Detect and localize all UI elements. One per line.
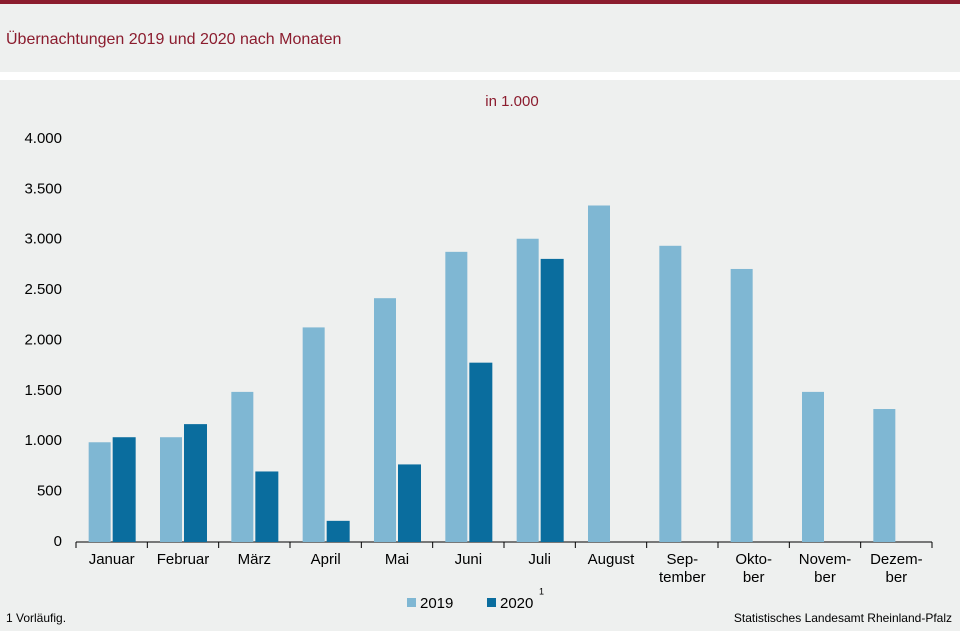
bar (588, 205, 610, 542)
bar (112, 437, 136, 542)
bar (802, 391, 824, 542)
bar (516, 238, 539, 542)
top-bar (0, 0, 960, 4)
legend-label: 2020 (500, 595, 533, 612)
source: Statistisches Landesamt Rheinland-Pfalz (734, 611, 952, 625)
x-tick-label: April (311, 551, 341, 568)
x-tick-label: Mai (385, 551, 409, 568)
bar (88, 442, 111, 542)
x-tick-label: März (238, 551, 271, 568)
bar (659, 245, 682, 543)
bar (873, 409, 896, 542)
bar (160, 437, 182, 542)
bar (540, 258, 564, 542)
legend-footnote-marker: 1 (539, 586, 544, 596)
x-tick-label: Januar (89, 551, 135, 568)
y-tick-label: 0 (54, 533, 62, 550)
bar (255, 471, 279, 542)
legend-swatch (487, 598, 496, 607)
y-tick-label: 4.000 (24, 130, 62, 147)
x-tick-label: Novem-ber (799, 551, 852, 586)
x-tick-label: Dezem-ber (870, 551, 923, 586)
y-tick-label: 2.000 (24, 331, 62, 348)
bar (730, 268, 753, 542)
y-tick-label: 2.500 (24, 281, 62, 298)
x-tick-label: Juli (528, 551, 551, 568)
y-tick-label: 3.000 (24, 231, 62, 248)
y-tick-label: 500 (37, 483, 62, 500)
separator (0, 72, 960, 80)
bar (231, 391, 254, 542)
bar (374, 298, 396, 542)
chart-title: Übernachtungen 2019 und 2020 nach Monate… (6, 30, 341, 48)
x-tick-label: August (588, 551, 636, 568)
y-tick-label: 1.500 (24, 382, 62, 399)
x-tick-label: Sep-tember (659, 551, 706, 586)
bar (445, 251, 468, 542)
legend-swatch (407, 598, 416, 607)
unit-label: in 1.000 (485, 93, 538, 110)
x-tick-label: Okto-ber (735, 551, 772, 586)
y-tick-label: 1.000 (24, 432, 62, 449)
legend-label: 2019 (420, 595, 453, 612)
y-tick-label: 3.500 (24, 180, 62, 197)
x-tick-label: Februar (157, 551, 210, 568)
bar (184, 424, 207, 542)
bar (326, 520, 350, 542)
bar (469, 362, 493, 542)
x-tick-label: Juni (455, 551, 483, 568)
footnote: 1 Vorläufig. (6, 611, 66, 625)
bar (302, 327, 325, 542)
bar (398, 464, 421, 542)
